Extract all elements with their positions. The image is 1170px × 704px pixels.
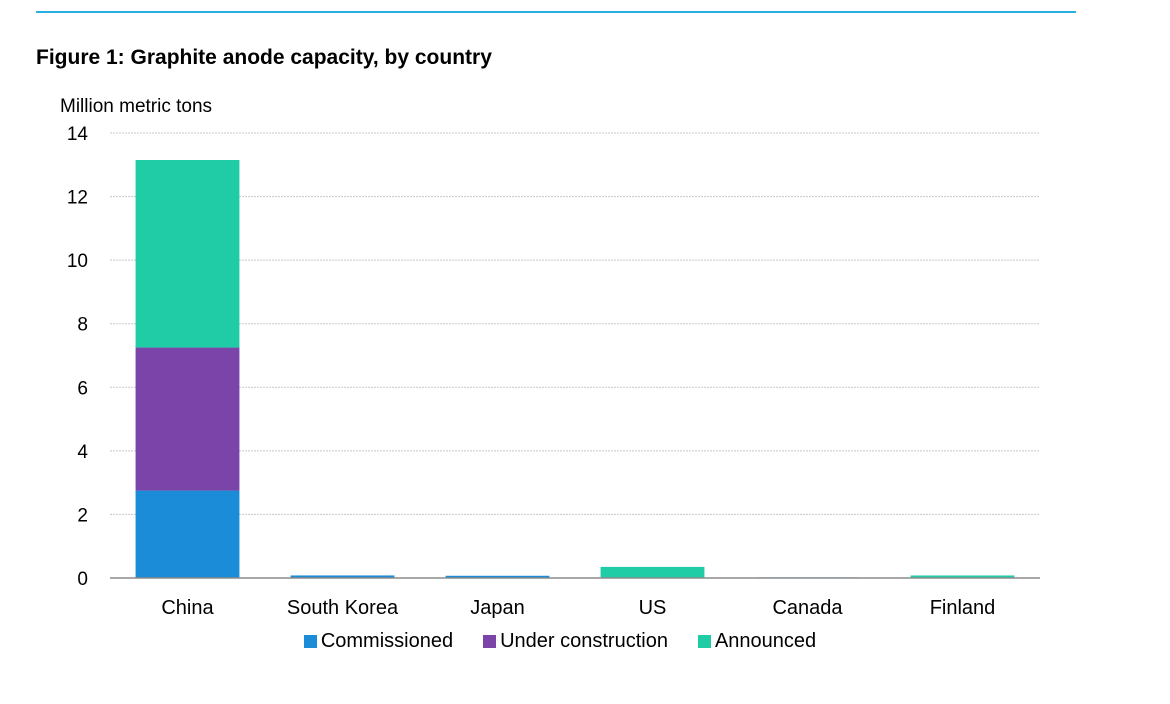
gridlines: [110, 132, 1040, 515]
bar-segment-commissioned: [290, 575, 395, 578]
bars: [135, 160, 1015, 578]
legend: Commissioned Under construction Announced: [0, 630, 1120, 653]
x-tick-label: China: [161, 597, 214, 619]
bar-segment-commissioned: [135, 490, 240, 578]
figure-title: Figure 1: Graphite anode capacity, by co…: [36, 46, 492, 69]
y-tick-label: 6: [77, 378, 88, 399]
bar-segment-announced: [135, 160, 240, 348]
legend-item: Under construction: [483, 630, 668, 653]
legend-swatch: [483, 635, 497, 648]
y-tick-labels: 0 2 4 6 8 10 12 14: [67, 124, 89, 590]
x-tick-label: Canada: [772, 597, 843, 619]
legend-item: Announced: [697, 630, 817, 653]
top-accent-rule: [36, 11, 1076, 13]
bar-segment-announced: [910, 575, 1015, 578]
x-tick-label: Finland: [930, 597, 996, 619]
legend-swatch: [303, 635, 317, 648]
legend-label: Commissioned: [320, 630, 454, 652]
x-tick-labels: China South Korea Japan US Canada Finland: [161, 597, 995, 619]
x-tick-label: Japan: [470, 597, 525, 619]
x-tick-label: US: [639, 597, 667, 619]
legend-swatch: [697, 635, 711, 648]
y-tick-label: 2: [77, 505, 88, 526]
y-axis-unit-label: Million metric tons: [60, 96, 213, 117]
legend-item: Commissioned: [303, 630, 454, 653]
legend-label: Under construction: [500, 630, 668, 652]
bar-segment-announced: [600, 566, 705, 578]
bar-segment-under-construction: [135, 347, 240, 491]
bar-segment-commissioned: [445, 575, 550, 578]
y-tick-label: 10: [67, 251, 88, 272]
y-tick-label: 12: [67, 188, 88, 209]
legend-label: Announced: [714, 630, 817, 652]
y-tick-label: 0: [77, 569, 88, 590]
y-tick-label: 8: [77, 315, 88, 336]
y-tick-label: 14: [67, 124, 89, 145]
x-tick-label: South Korea: [287, 597, 399, 619]
y-tick-label: 4: [77, 442, 88, 463]
